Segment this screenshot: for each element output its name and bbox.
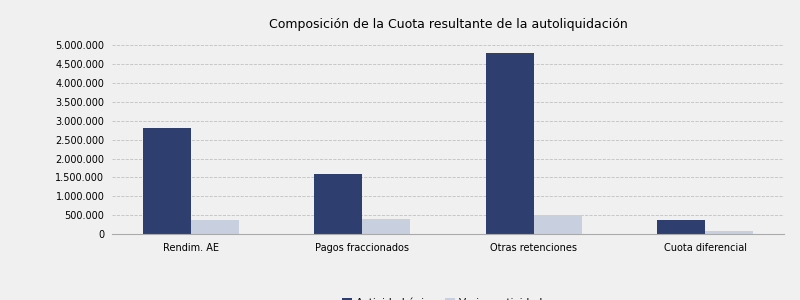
- Bar: [706, 231, 754, 234]
- Bar: [534, 215, 582, 234]
- Bar: [362, 219, 410, 234]
- Bar: [486, 53, 534, 234]
- Legend: Actividad única, Varias actividades: Actividad única, Varias actividades: [338, 295, 558, 300]
- Bar: [142, 128, 190, 234]
- Title: Composición de la Cuota resultante de la autoliquidación: Composición de la Cuota resultante de la…: [269, 18, 627, 31]
- Bar: [190, 220, 238, 234]
- Bar: [314, 174, 362, 234]
- Bar: [658, 220, 706, 234]
